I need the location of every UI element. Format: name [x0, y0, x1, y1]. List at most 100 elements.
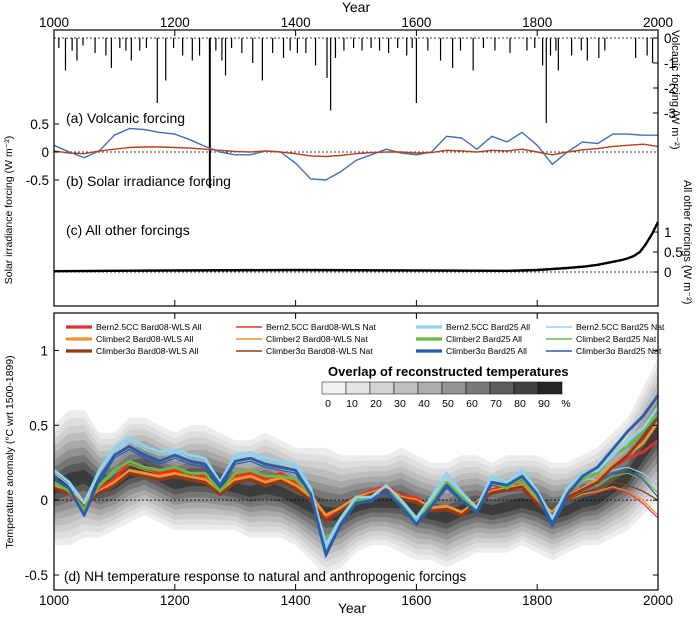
temperature-y-tick-label: 1 [40, 343, 48, 358]
temperature-series-line [53, 406, 660, 547]
solar-ylabel: Solar irradiance forcing (W m⁻²) [3, 136, 15, 285]
legend-entry-label: Bern2.5CC Bard25 All [446, 322, 530, 332]
overlap-scale-cell [441, 381, 467, 395]
overlap-scale-label: % [561, 398, 570, 410]
bottom-x-tick-label: 1000 [39, 593, 69, 608]
overlap-scale-label: 90 [538, 398, 550, 410]
legend-entry-label: Climber2 Bard25 All [446, 334, 522, 344]
top-x-axis-title: Year [342, 0, 371, 15]
forcing-panel: 1000 1200 1400 1600 1800 20000-1-2-30.50-0.51… [3, 0, 693, 307]
legend-entry-label: Climber3α Bard25 Nat [576, 346, 662, 356]
volcanic-bars [54, 37, 658, 188]
legend-entry-label: Climber3α Bard25 All [446, 346, 527, 356]
overlap-scale-label: 30 [394, 398, 406, 410]
overlap-scale-label: 80 [514, 398, 526, 410]
solar-lines [53, 127, 659, 181]
temperature-series-line [53, 394, 660, 556]
top-x-tick-label: 1800 [522, 15, 552, 30]
solar-ylabel-unit: (W m⁻²) [3, 136, 15, 174]
other-forcings-line [53, 221, 660, 273]
top-x-tick-label: 2000 [643, 15, 673, 30]
legend-entry-label: Bern2.5CC Bard25 Nat [576, 322, 665, 332]
forcing-panel-frame [53, 29, 659, 307]
other-ylabel-text: All other forcings [681, 180, 693, 262]
temperature-y-tick-label: 0 [40, 493, 48, 508]
bottom-x-tick-label: 1200 [160, 593, 190, 608]
top-x-tick-label: 1200 [160, 15, 190, 30]
volcanic-y-tick-label: 0 [664, 31, 672, 46]
forcing-axes: 1000 1200 1400 1600 1800 20000-1-2-30.50-0.51… [26, 15, 683, 306]
other-forcings-series-line [53, 221, 660, 273]
overlap-scale-label: 40 [418, 398, 430, 410]
other-y-tick-label: 1 [664, 225, 672, 240]
overlap-scale-label: 20 [370, 398, 382, 410]
overlap-scale-label: 0 [325, 398, 331, 410]
other-y-tick-label: 0 [664, 265, 672, 280]
temperature-ylabel: Temperature anomaly (°C wrt 1500-1899) [4, 355, 16, 548]
temperature-y-tick-label: -0.5 [25, 568, 48, 583]
volcanic-ylabel-unit: (W m⁻²) [669, 110, 681, 149]
temperature-ylabel-text: Temperature anomaly [4, 446, 16, 548]
solar-series-line [53, 143, 659, 158]
overlap-scale-cell [465, 381, 491, 395]
other-ylabel-group: All other forcings (W m⁻²) [681, 180, 693, 304]
solar-y-tick-label: -0.5 [26, 173, 49, 188]
overlap-scale-cell [321, 381, 347, 395]
panel-b-label: (b) Solar irradiance forcing [66, 173, 231, 189]
forcing-panel-background [54, 30, 658, 306]
overlap-scale-label: 60 [466, 398, 478, 410]
overlap-scale-label: 10 [346, 398, 358, 410]
solar-series-line [53, 127, 658, 181]
legend-entry-label: Bern2.5CC Bard08-WLS All [96, 322, 202, 332]
legend-entry-label: Climber2 Bard08-WLS All [96, 334, 194, 344]
bottom-x-tick-label: 2000 [643, 593, 673, 608]
volcanic-y-tick-label: -1 [664, 56, 676, 71]
solar-ylabel-group: Solar irradiance forcing (W m⁻²) [3, 136, 15, 285]
overlap-scale-label: 70 [490, 398, 502, 410]
volcanic-ylabel-group: Volcanic forcing (W m⁻²) [669, 30, 681, 150]
legend-entry-label: Climber3α Bard08-WLS All [96, 346, 198, 356]
panel-a-label: (a) Volcanic forcing [66, 110, 185, 126]
volcanic-y-tick-label: -3 [664, 106, 676, 121]
bottom-x-tick-label: 1400 [281, 593, 311, 608]
volcanic-ylabel-text: Volcanic forcing [669, 30, 681, 107]
overlap-scale: Overlap of reconstructed temperatures 0 10… [321, 364, 571, 410]
bottom-x-axis-title: Year [338, 600, 367, 616]
temperature-panel-frame [53, 312, 659, 591]
panel-d-label: (d) NH temperature response to natural a… [64, 569, 466, 584]
overlap-scale-cell [537, 381, 563, 395]
temperature-ylabel-unit: (°C wrt 1500-1899) [4, 355, 16, 444]
legend-entry-label: Climber3α Bard08-WLS Nat [266, 346, 373, 356]
overlap-scale-cell [369, 381, 395, 395]
overlap-scale-cell [489, 381, 515, 395]
bottom-x-tick-label: 1600 [401, 593, 431, 608]
overlap-scale-cell [345, 381, 371, 395]
overlap-scale-cell [513, 381, 539, 395]
volcanic-y-tick-label: -2 [664, 81, 676, 96]
legend-entry-label: Climber2 Bard08-WLS Nat [266, 334, 368, 344]
overlap-scale-cell [393, 381, 419, 395]
overlap-scale-label: 50 [442, 398, 454, 410]
temperature-y-tick-label: 0.5 [29, 418, 48, 433]
overlap-scale-cell [417, 381, 443, 395]
solar-ylabel-text: Solar irradiance forcing [3, 176, 15, 284]
solar-y-tick-label: 0 [41, 145, 49, 160]
solar-y-tick-label: 0.5 [30, 117, 49, 132]
legend-entry-label: Bern2.5CC Bard08-WLS Nat [266, 322, 376, 332]
temperature-axes: 1000 1200 1400 1600 1800 2000 1 0.5 0 -0.5 [25, 313, 673, 608]
bottom-x-tick-label: 1800 [522, 593, 552, 608]
top-x-tick-label: 1400 [281, 15, 311, 30]
other-ylabel-unit: (W m⁻²) [681, 265, 693, 304]
legend-entry-label: Climber2 Bard25 Nat [576, 334, 657, 344]
temperature-ylabel-group: Temperature anomaly (°C wrt 1500-1899) [4, 355, 16, 548]
top-x-tick-label: 1000 [39, 15, 69, 30]
temperature-lines [53, 394, 660, 558]
other-y-tick-label: 0.5 [664, 245, 683, 260]
temperature-panel: 1000 1200 1400 1600 1800 2000 1 0.5 0 -0.5 Bern2.… [4, 312, 673, 616]
panel-c-label: (c) All other forcings [66, 222, 190, 238]
top-x-tick-label: 1600 [401, 15, 431, 30]
other-ylabel: All other forcings (W m⁻²) [681, 180, 693, 304]
legend: Bern2.5CC Bard08-WLS All Climber2 Bard08-… [66, 322, 665, 356]
overlap-band [54, 415, 658, 530]
